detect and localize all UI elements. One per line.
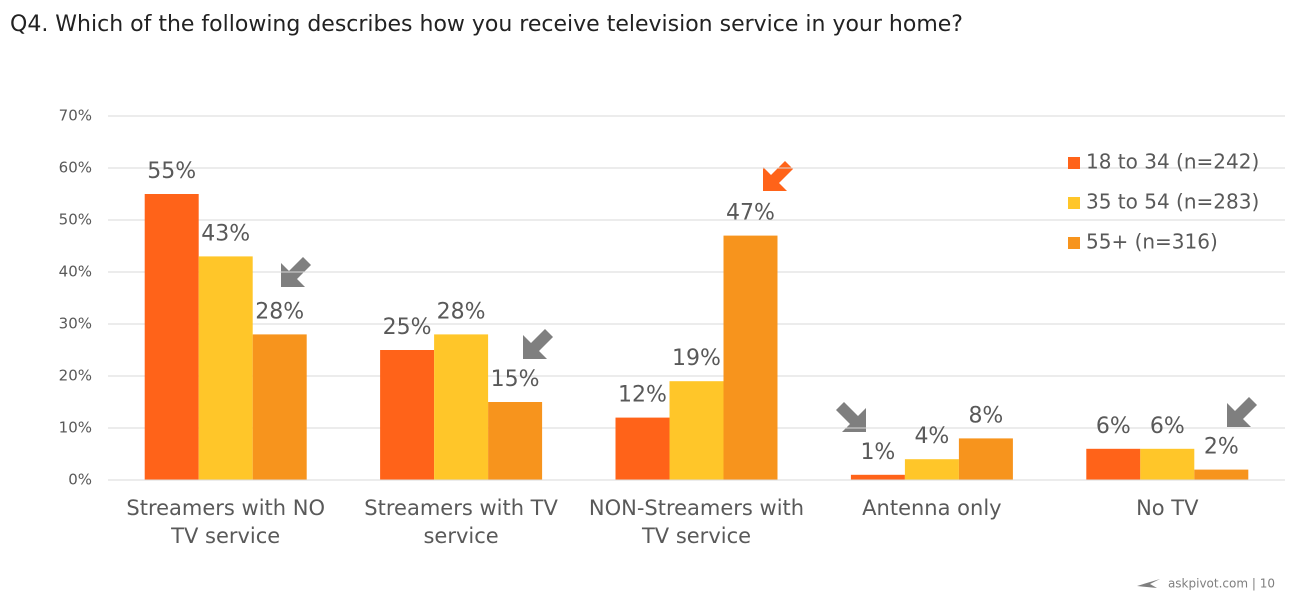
bar <box>1140 448 1195 480</box>
data-label: 8% <box>968 403 1003 428</box>
bar <box>850 474 905 480</box>
bar <box>434 334 489 480</box>
legend-swatch <box>1068 197 1080 209</box>
legend-swatch <box>1068 157 1080 169</box>
bar <box>1086 448 1141 480</box>
arrow <box>836 402 866 432</box>
data-label: 2% <box>1204 435 1239 460</box>
data-label: 6% <box>1096 414 1131 439</box>
data-label: 4% <box>914 424 949 449</box>
bar <box>144 194 199 480</box>
y-tick-label: 10% <box>59 419 92 437</box>
x-tick-label: No TV <box>1136 496 1199 520</box>
footer: askpivot.com | 10 <box>1168 577 1275 591</box>
bar <box>615 417 670 480</box>
bar <box>904 459 959 480</box>
data-label: 28% <box>255 299 304 324</box>
x-tick-label: Antenna only <box>862 496 1002 520</box>
x-tick-label: Streamers with TV service <box>364 496 558 548</box>
y-tick-label: 60% <box>59 159 92 177</box>
bar <box>380 350 435 480</box>
arrow <box>763 161 793 191</box>
bar <box>669 381 724 480</box>
bar <box>958 438 1013 480</box>
data-label: 43% <box>201 221 250 246</box>
y-tick-label: 30% <box>59 315 92 333</box>
legend-swatch <box>1068 237 1080 249</box>
data-label: 1% <box>860 440 895 465</box>
legend-label: 55+ (n=316) <box>1086 230 1218 254</box>
legend-label: 18 to 34 (n=242) <box>1086 150 1259 174</box>
x-tick-label: NON-Streamers with TV service <box>588 496 805 548</box>
bar <box>488 402 543 480</box>
chart-title: Q4. Which of the following describes how… <box>10 12 963 37</box>
arrow <box>1227 397 1257 427</box>
data-label: 55% <box>147 159 196 184</box>
x-tick-label: Streamers with NO TV service <box>126 496 325 548</box>
y-tick-label: 70% <box>59 107 92 125</box>
data-label: 47% <box>726 201 775 226</box>
data-label: 12% <box>618 383 667 408</box>
data-label: 28% <box>437 299 486 324</box>
y-tick-label: 0% <box>68 471 92 489</box>
bar <box>198 256 253 480</box>
data-label: 15% <box>491 367 540 392</box>
arrow <box>523 329 553 359</box>
bar <box>723 235 778 480</box>
y-tick-label: 40% <box>59 263 92 281</box>
y-tick-label: 50% <box>59 211 92 229</box>
bar <box>1194 469 1249 480</box>
y-tick-label: 20% <box>59 367 92 385</box>
legend-label: 35 to 54 (n=283) <box>1086 190 1259 214</box>
data-label: 25% <box>383 315 432 340</box>
data-label: 6% <box>1150 414 1185 439</box>
data-label: 19% <box>672 346 721 371</box>
logo <box>1137 579 1160 588</box>
bar <box>252 334 307 480</box>
